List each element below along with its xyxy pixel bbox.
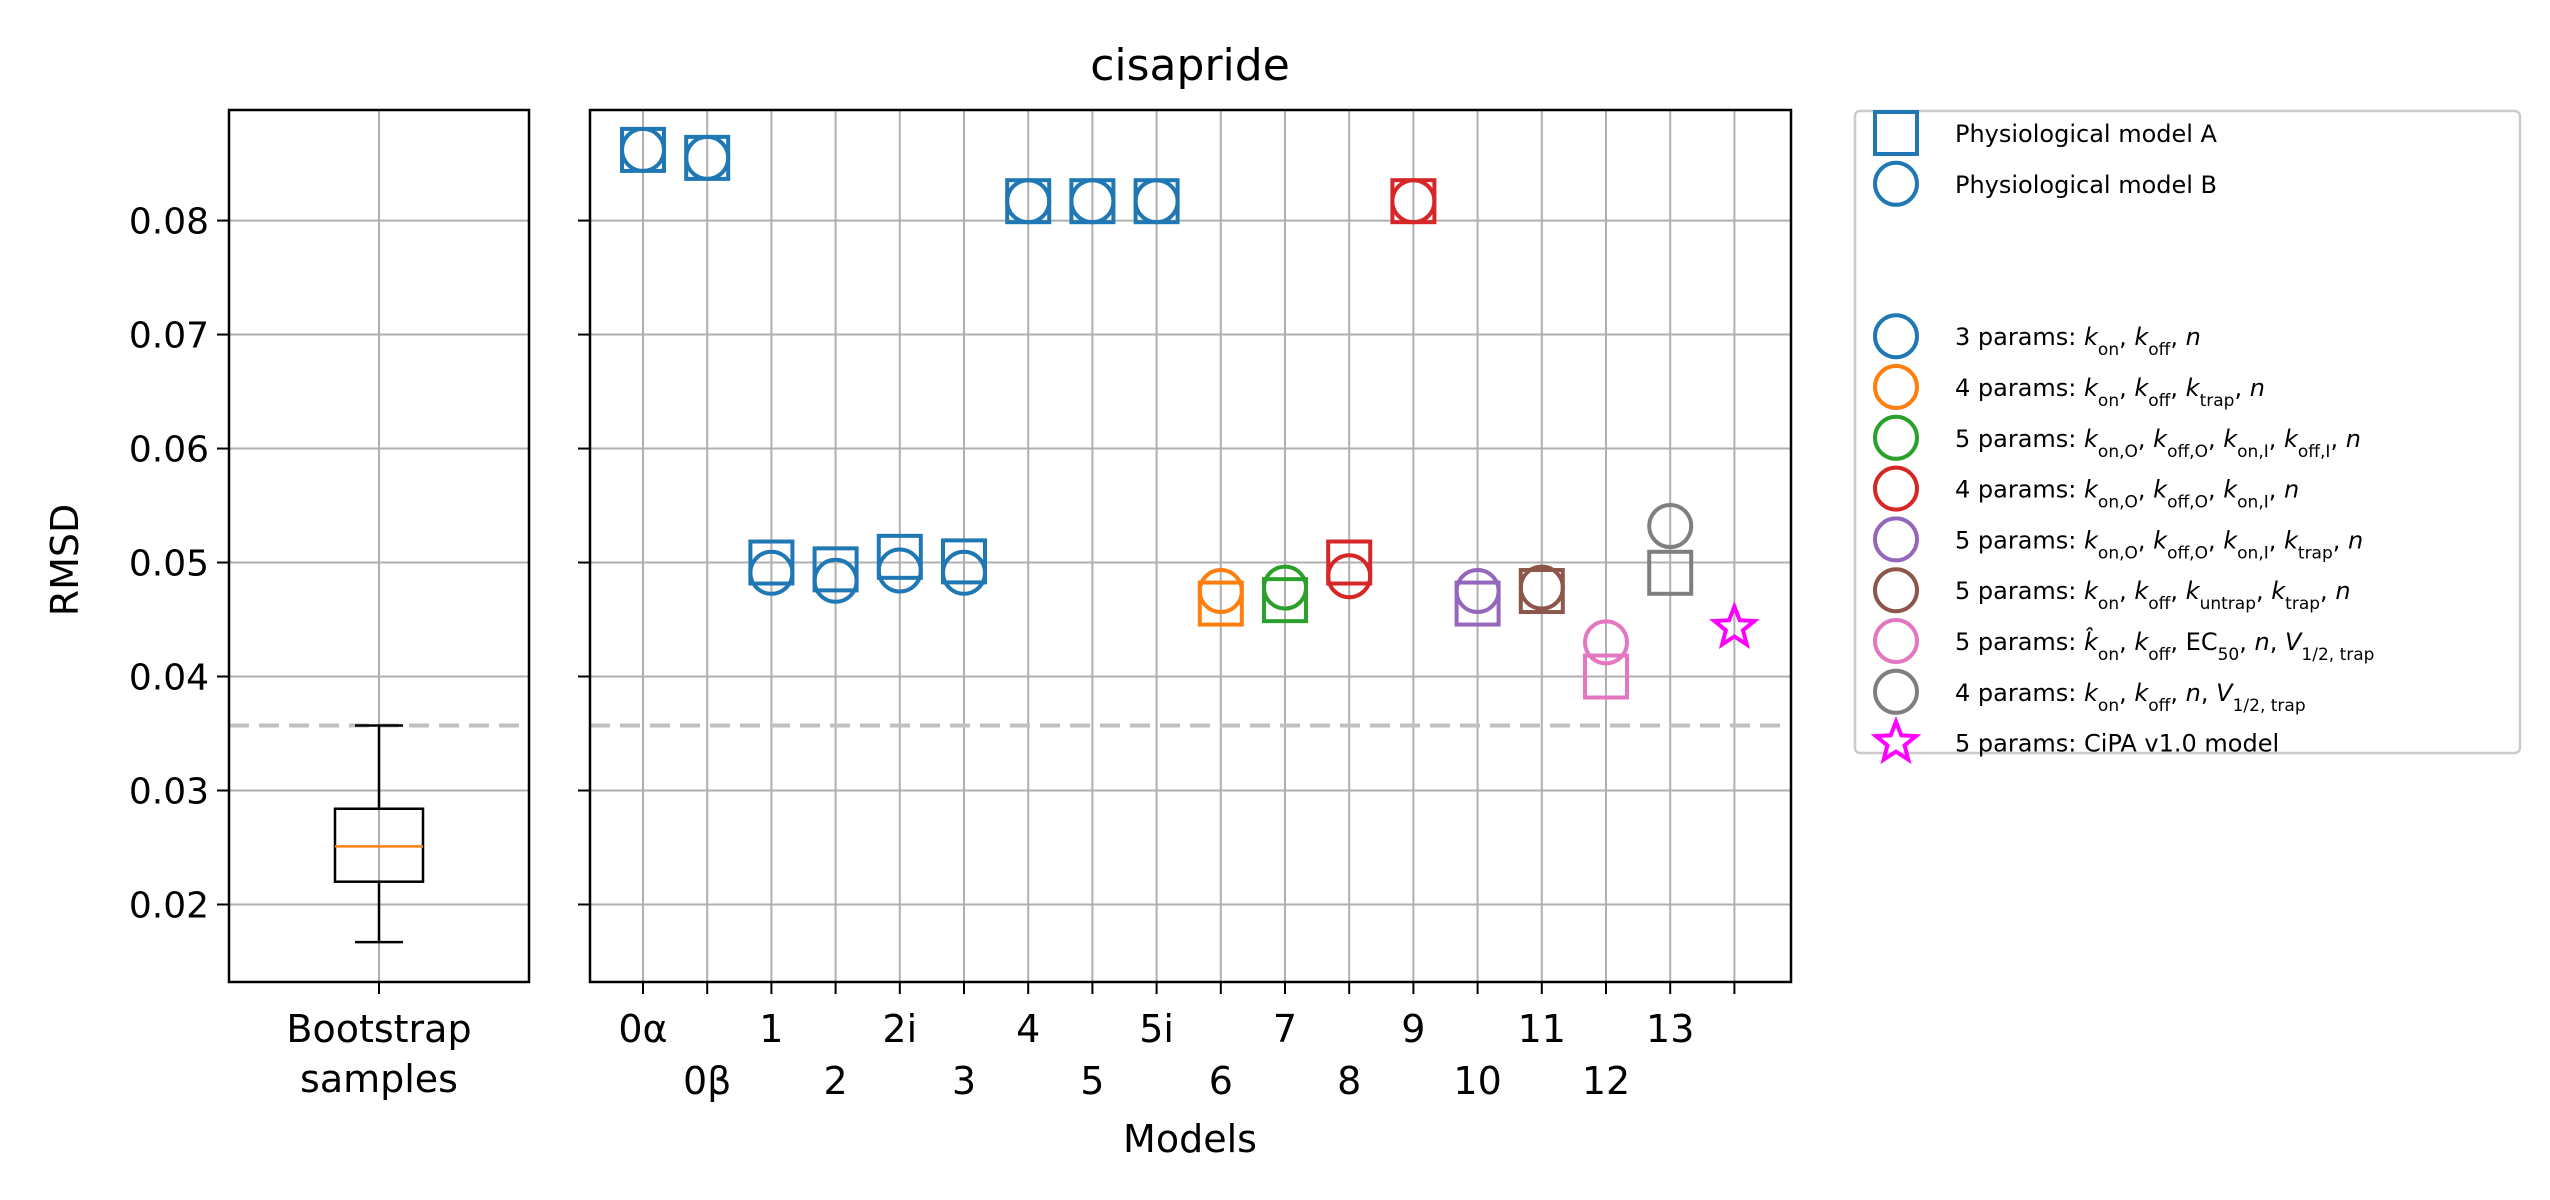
- model-a-marker: [1262, 577, 1308, 624]
- model-a-marker: [1647, 549, 1694, 596]
- x-tick-label: 2i: [882, 1007, 917, 1051]
- model-a-marker: [876, 533, 923, 580]
- legend-label: 5 params: CiPA v1.0 model: [1955, 730, 2279, 758]
- x-tick-label: 5i: [1139, 1007, 1174, 1051]
- model-b-marker: [684, 134, 731, 181]
- circle-legend-icon: [1873, 516, 1919, 563]
- legend-label: Physiological model A: [1955, 120, 2218, 148]
- legend-label: 3 params: kon, koff, n: [1955, 323, 2201, 360]
- circle-legend-icon: [1873, 618, 1919, 664]
- legend-label: 4 params: kon, koff, n, V1/2, trap: [1955, 679, 2306, 716]
- model-b-marker: [1005, 178, 1052, 225]
- x-tick-label: 12: [1582, 1059, 1630, 1103]
- circle-legend-icon: [1873, 313, 1919, 360]
- x-tick-label: 10: [1453, 1059, 1501, 1103]
- model-a-marker: [812, 546, 859, 593]
- y-axis-label: RMSD: [43, 504, 87, 617]
- x-tick-label: 6: [1209, 1059, 1233, 1103]
- x-tick-label: 7: [1273, 1007, 1297, 1051]
- legend-label: 5 params: kon, koff, kuntrap, ktrap, n: [1955, 577, 2351, 614]
- square-legend-icon: [1873, 110, 1919, 156]
- model-b-marker: [876, 547, 923, 594]
- legend-label: 4 params: kon,O, koff,O, kon,I, n: [1955, 476, 2299, 513]
- circle-legend-icon: [1873, 364, 1919, 410]
- x-tick-label: 11: [1518, 1007, 1566, 1051]
- x-tick-label: 5: [1080, 1059, 1104, 1103]
- legend-label: 4 params: kon, koff, ktrap, n: [1955, 374, 2265, 411]
- y-tick-label: 0.08: [129, 202, 209, 243]
- x-tick-label: 0β: [683, 1059, 731, 1103]
- model-b-marker: [812, 557, 859, 604]
- x-tick-label: 0α: [618, 1007, 667, 1051]
- legend-label: 5 params: k̂on, koff, EC50, n, V1/2, tra…: [1955, 628, 2374, 665]
- x-tick-label: 13: [1646, 1007, 1694, 1051]
- x-tick-label: 4: [1016, 1007, 1040, 1051]
- model-a-marker: [748, 539, 795, 586]
- model-b-marker: [1454, 568, 1501, 615]
- model-a-marker: [1583, 653, 1629, 700]
- model-a-marker: [1197, 580, 1244, 627]
- circle-legend-icon: [1873, 160, 1919, 207]
- x-axis-label: Models: [1123, 1117, 1257, 1161]
- model-a-marker: [1454, 580, 1501, 627]
- model-b-marker: [620, 126, 666, 173]
- model-a-marker: [941, 538, 987, 585]
- legend-frame: [1853, 109, 2522, 755]
- model-b-marker: [1518, 564, 1565, 611]
- model-b-marker: [1069, 178, 1116, 225]
- y-tick-label: 0.03: [129, 772, 209, 813]
- x-category-label: Bootstrap: [286, 1007, 471, 1051]
- model-b-marker: [1262, 564, 1308, 611]
- legend: Physiological model A Physiological model…: [1853, 109, 2522, 765]
- chart-title: cisapride: [1090, 40, 1290, 91]
- x-tick-label: 9: [1401, 1007, 1425, 1051]
- circle-legend-icon: [1873, 465, 1919, 512]
- x-tick-label: 8: [1337, 1059, 1361, 1103]
- main-axes-frame: [588, 108, 1793, 984]
- bootstrap-panel: 0.02 0.03 0.04 0.05 0.06 0.07 0.08 Bootstrap sam…: [129, 108, 531, 1101]
- cipa-marker: [1709, 600, 1760, 649]
- circle-legend-icon: [1873, 414, 1919, 461]
- circle-legend-icon: [1873, 668, 1919, 715]
- y-tick-label: 0.06: [129, 430, 209, 471]
- x-category-label: samples: [300, 1057, 458, 1101]
- model-a-marker: [1326, 539, 1373, 586]
- model-b-marker: [1197, 568, 1244, 615]
- x-tick-label: 3: [952, 1059, 976, 1103]
- y-tick-label: 0.05: [129, 544, 209, 585]
- models-panel: cisapride Models 0α 1 2i 4 5i 7 9 11 13 0β 2 3 5 6 8 10…: [578, 40, 1793, 1161]
- model-b-marker: [941, 549, 987, 596]
- x-tick-label: 2: [824, 1059, 848, 1103]
- model-b-marker: [1647, 503, 1694, 550]
- legend-label: Physiological model B: [1955, 171, 2217, 199]
- model-b-marker: [1390, 178, 1437, 225]
- legend-label: 5 params: kon,O, koff,O, kon,I, koff,I, …: [1955, 425, 2361, 462]
- model-b-marker: [1133, 178, 1180, 225]
- legend-label: 5 params: kon,O, koff,O, kon,I, ktrap, n: [1955, 526, 2363, 563]
- star-legend-icon: [1870, 716, 1922, 765]
- model-b-marker: [748, 549, 795, 596]
- x-tick-label: 1: [759, 1007, 783, 1051]
- y-tick-label: 0.07: [129, 316, 209, 357]
- y-tick-label: 0.04: [129, 658, 209, 699]
- circle-legend-icon: [1873, 567, 1919, 614]
- model-b-marker: [1326, 553, 1373, 600]
- y-tick-label: 0.02: [129, 885, 209, 926]
- model-b-marker: [1583, 619, 1629, 666]
